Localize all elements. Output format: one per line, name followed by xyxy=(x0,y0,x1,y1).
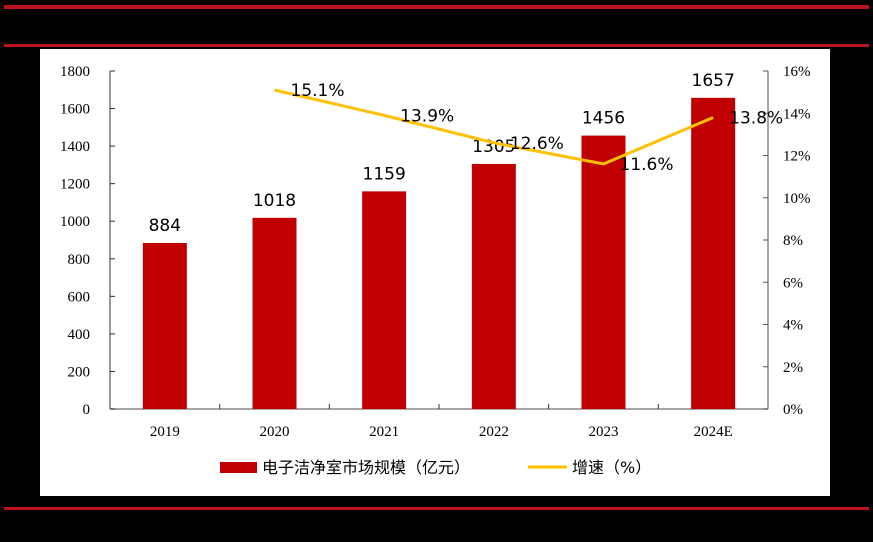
legend-bar-swatch xyxy=(220,462,257,473)
y-left-tick-label: 1400 xyxy=(60,139,90,155)
y-right-tick-label: 0% xyxy=(783,402,803,418)
x-tick-label: 2020 xyxy=(260,424,290,440)
growth-line xyxy=(274,88,714,166)
x-tick-label: 2021 xyxy=(369,424,399,440)
x-tick-label: 2022 xyxy=(479,424,509,440)
bar-value-label: 884 xyxy=(149,216,181,236)
bar xyxy=(581,135,626,409)
y-left-tick-label: 1600 xyxy=(60,102,90,118)
bar xyxy=(691,97,736,409)
y-left-tick-label: 400 xyxy=(68,327,91,343)
line-value-label: 15.1% xyxy=(291,81,345,101)
footer-rule xyxy=(4,507,869,510)
top-rule xyxy=(4,5,869,9)
bar xyxy=(142,243,187,409)
y-left-tick-label: 800 xyxy=(68,252,91,268)
bar-value-label: 1456 xyxy=(582,109,625,129)
y-left-tick-label: 600 xyxy=(68,289,91,305)
header-rule xyxy=(4,44,869,47)
x-tick-label: 2024E xyxy=(694,424,733,440)
legend-bar-label: 电子洁净室市场规模（亿元） xyxy=(262,458,470,477)
y-left-tick-label: 0 xyxy=(83,402,91,418)
x-tick-label: 2023 xyxy=(589,424,619,440)
y-right-tick-label: 6% xyxy=(783,275,803,291)
y-right-tick-label: 12% xyxy=(783,149,811,165)
y-right-tick-label: 14% xyxy=(783,106,811,122)
x-tick-label: 2019 xyxy=(150,424,180,440)
y-left-tick-label: 1200 xyxy=(60,177,90,193)
line-value-label: 13.9% xyxy=(400,106,454,126)
y-right-tick-label: 8% xyxy=(783,233,803,249)
bar-value-label: 1159 xyxy=(363,164,406,184)
bar xyxy=(252,217,297,409)
y-right-tick-label: 4% xyxy=(783,318,803,334)
bar-value-label: 1018 xyxy=(253,191,296,211)
bar-value-label: 1657 xyxy=(692,71,735,91)
legend-line-label: 增速（%） xyxy=(572,458,651,477)
y-right-tick-label: 16% xyxy=(783,64,811,80)
bar-value-label: 1305 xyxy=(472,137,515,157)
chart-panel: 0 200 400 600 800 1000 1200 1400 1600 1800 0% 2% 4% 6… xyxy=(40,49,830,496)
y-left-tick-label: 200 xyxy=(68,364,91,380)
y-left-tick-label: 1800 xyxy=(60,64,90,80)
y-right-tick-label: 10% xyxy=(783,191,811,207)
line-value-label: 11.6% xyxy=(620,155,674,175)
y-left-tick-label: 1000 xyxy=(60,214,90,230)
bar xyxy=(362,191,407,409)
chart: 0 200 400 600 800 1000 1200 1400 1600 1800 0% 2% 4% 6… xyxy=(60,64,811,477)
y-right-tick-label: 2% xyxy=(783,360,803,376)
bar xyxy=(471,163,516,409)
line-value-label: 13.8% xyxy=(729,108,783,128)
line-value-label: 12.6% xyxy=(510,134,564,154)
